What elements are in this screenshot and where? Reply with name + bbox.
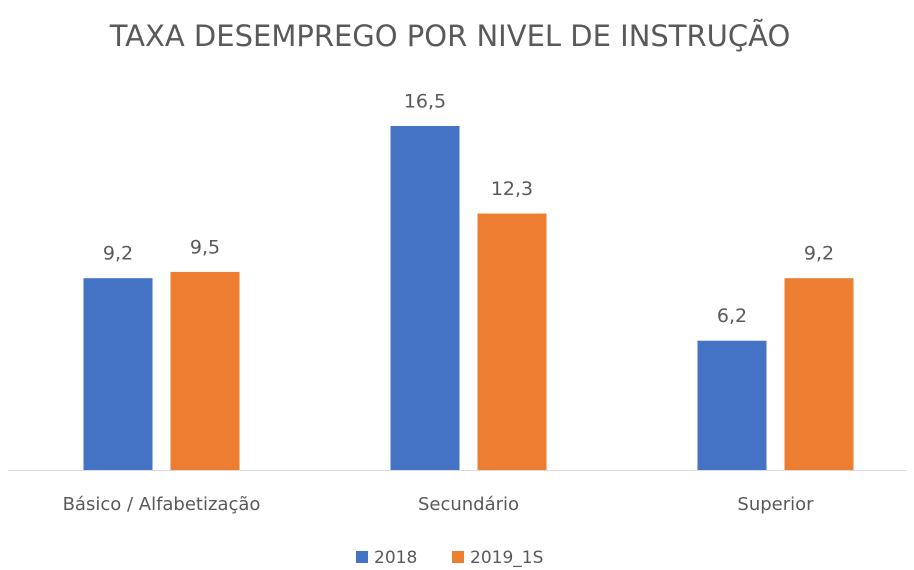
x-tick-label: Superior	[737, 494, 814, 515]
x-tick-label: Secundário	[418, 494, 519, 515]
data-label: 6,2	[717, 305, 747, 327]
data-label: 9,2	[103, 243, 133, 265]
bar	[477, 213, 547, 471]
data-label: 12,3	[491, 178, 533, 200]
bar	[83, 278, 153, 470]
bar	[784, 278, 854, 470]
data-label: 9,5	[190, 236, 220, 258]
legend-label: 2018	[374, 548, 417, 568]
data-label: 16,5	[404, 90, 446, 112]
legend-swatch	[452, 551, 464, 563]
legend-label: 2019_1S	[470, 548, 543, 568]
x-tick-label: Básico / Alfabetização	[63, 494, 261, 515]
legend-swatch	[356, 551, 368, 563]
bar	[390, 125, 460, 470]
bar	[697, 340, 767, 470]
data-label: 9,2	[804, 243, 834, 265]
bar	[170, 271, 240, 470]
chart-title: TAXA DESEMPREGO POR NIVEL DE INSTRUÇÃO	[109, 19, 791, 53]
